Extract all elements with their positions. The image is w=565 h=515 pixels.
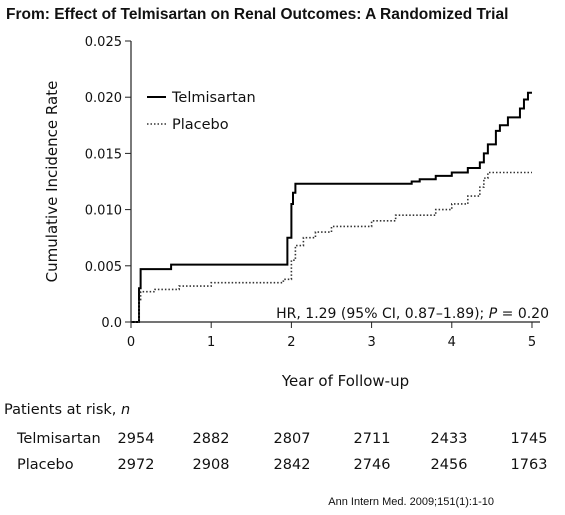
risk-count: 2842 bbox=[273, 457, 311, 473]
y-tick-label: 0.0 bbox=[101, 316, 122, 331]
x-tick-label: 1 bbox=[207, 335, 215, 350]
risk-count: 2456 bbox=[430, 457, 468, 473]
series-line-placebo bbox=[131, 171, 532, 323]
y-tick-label: 0.015 bbox=[85, 147, 122, 162]
series-layer bbox=[131, 91, 532, 323]
legend-label-telmisartan: Telmisartan bbox=[171, 90, 256, 106]
risk-row-label: Placebo bbox=[17, 457, 74, 473]
risk-row-telmisartan: Telmisartan 2954 2882 2807 2711 2433 1745 bbox=[0, 431, 565, 451]
x-tick-label: 4 bbox=[448, 335, 456, 350]
risk-heading-text: Patients at risk, bbox=[4, 402, 117, 418]
risk-count: 2954 bbox=[117, 431, 155, 447]
kaplan-meier-chart: 0.0 0.005 0.010 0.015 0.020 0.025 0 1 2 3 4 5 Telmi… bbox=[43, 35, 549, 390]
risk-count: 1745 bbox=[510, 431, 548, 447]
y-axis-label: Cumulative Incidence Rate bbox=[43, 81, 61, 283]
y-tick-label: 0.010 bbox=[85, 204, 122, 219]
risk-count: 2807 bbox=[273, 431, 311, 447]
citation: Ann Intern Med. 2009;151(1):1-10 bbox=[328, 496, 494, 508]
x-axis-label: Year of Follow-up bbox=[281, 372, 409, 390]
series-line-telmisartan bbox=[131, 91, 532, 323]
y-tick-label: 0.025 bbox=[85, 35, 122, 50]
risk-count: 2433 bbox=[430, 431, 468, 447]
x-tick-label: 2 bbox=[287, 335, 295, 350]
figure-title: From: Effect of Telmisartan on Renal Out… bbox=[6, 6, 509, 23]
risk-count: 2746 bbox=[353, 457, 391, 473]
y-tick-label: 0.005 bbox=[85, 260, 122, 275]
risk-heading-var: n bbox=[121, 402, 131, 418]
x-tick-label: 5 bbox=[528, 335, 536, 350]
legend-label-placebo: Placebo bbox=[172, 117, 229, 133]
risk-count: 2711 bbox=[353, 431, 391, 447]
x-tick-label: 3 bbox=[367, 335, 375, 350]
chart-axes: 0.0 0.005 0.010 0.015 0.020 0.025 0 1 2 3 4 5 bbox=[85, 35, 540, 350]
hr-annotation: HR, 1.29 (95% CI, 0.87–1.89); P = 0.20 bbox=[276, 306, 549, 322]
risk-count: 2972 bbox=[117, 457, 155, 473]
risk-row-label: Telmisartan bbox=[17, 431, 101, 447]
risk-row-placebo: Placebo 2972 2908 2842 2746 2456 1763 bbox=[0, 457, 565, 477]
chart-legend: Telmisartan Placebo bbox=[147, 90, 256, 133]
risk-count: 2908 bbox=[192, 457, 230, 473]
risk-count: 1763 bbox=[510, 457, 548, 473]
risk-table-heading: Patients at risk, n bbox=[4, 402, 130, 418]
y-tick-label: 0.020 bbox=[85, 91, 122, 106]
risk-count: 2882 bbox=[192, 431, 230, 447]
x-tick-label: 0 bbox=[127, 335, 135, 350]
